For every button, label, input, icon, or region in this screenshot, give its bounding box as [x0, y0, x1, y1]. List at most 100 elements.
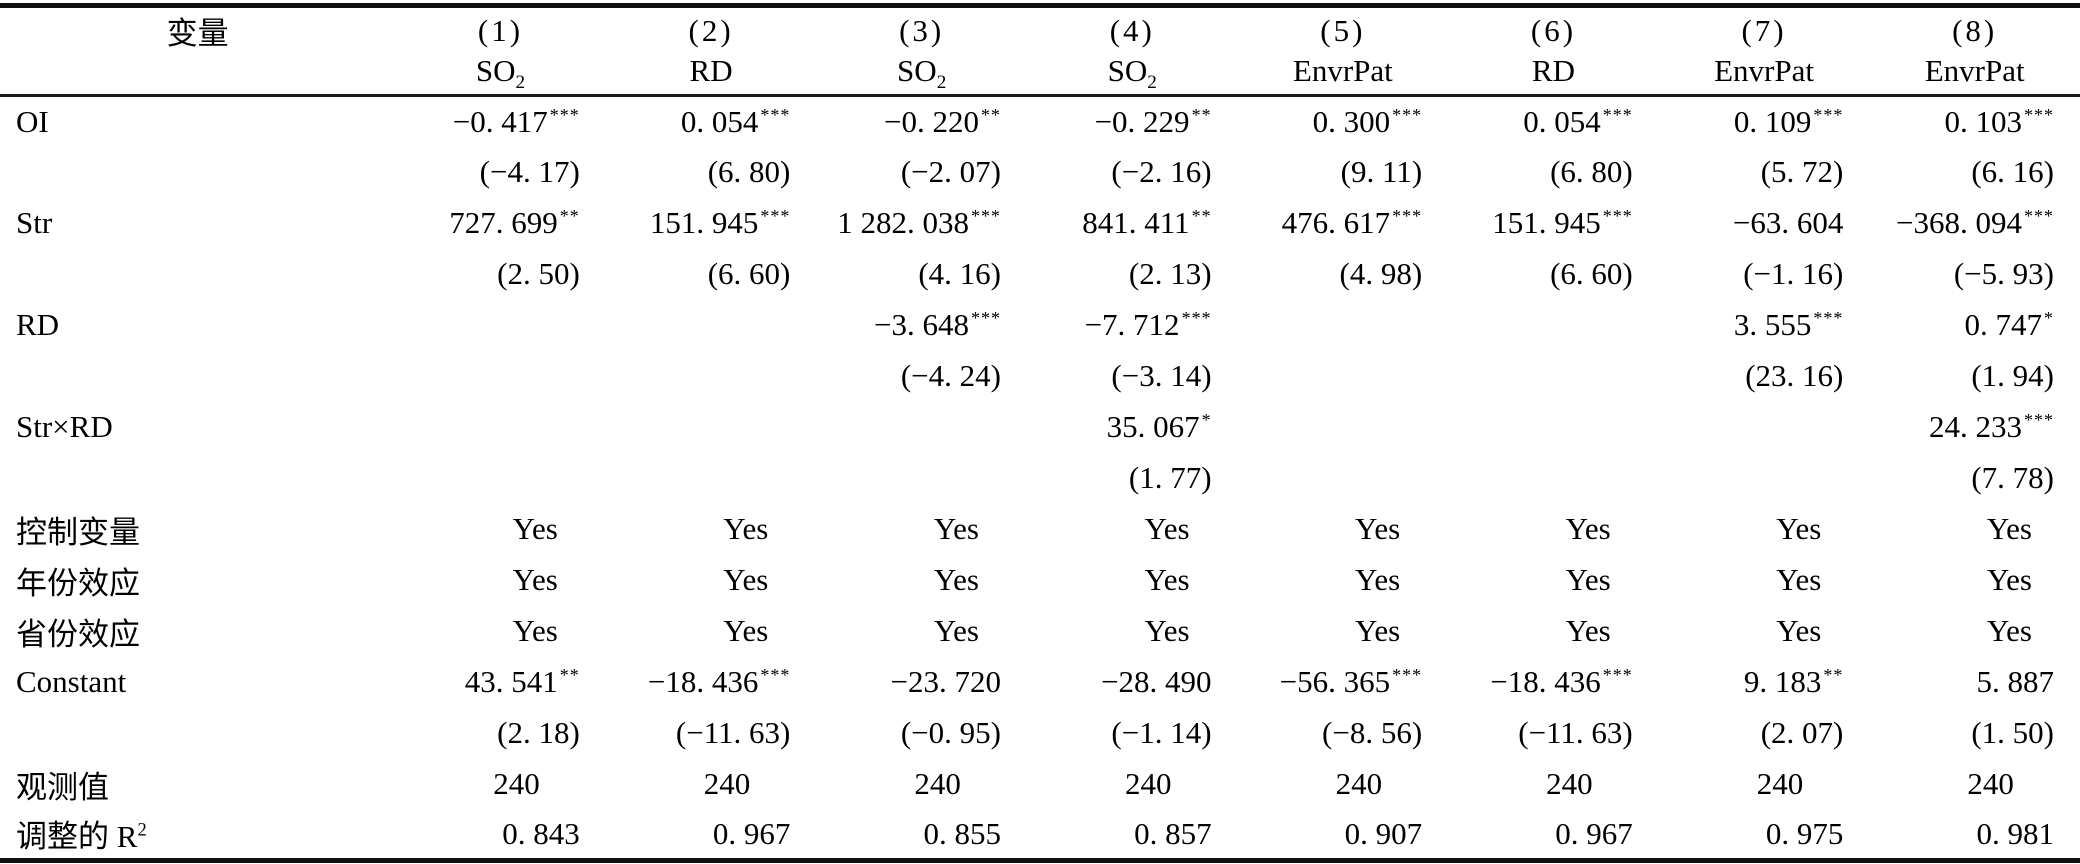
row-label	[0, 453, 395, 504]
data-cell: Yes	[606, 606, 817, 657]
cell-value: 0. 981	[1976, 815, 2055, 851]
data-cell: 727. 699 **	[395, 198, 606, 249]
table-row: 观测值 240 240 240 240 240 240 240 240	[0, 759, 2080, 810]
header-col-4-num: (4)	[1109, 12, 1155, 48]
significance-stars: ***	[2024, 205, 2054, 226]
row-label-text: Str×RD	[16, 409, 113, 445]
cell-value: Yes	[1355, 613, 1401, 649]
data-cell: (1. 50)	[1869, 708, 2080, 759]
table-header: 变量 (1) (2) (3) (4) (5) (6) (7) (8) SO2 R…	[0, 6, 2080, 98]
data-cell: 0. 747 *	[1869, 300, 2080, 351]
cell-value: (−2. 16)	[1111, 154, 1212, 190]
cell-value: −0. 220	[883, 103, 979, 139]
data-cell: 5. 887	[1869, 657, 2080, 708]
cell-value: Yes	[1776, 613, 1822, 649]
cell-value: Yes	[1565, 562, 1611, 598]
cell-value: 0. 857	[1134, 815, 1212, 851]
row-label: 观测值	[0, 759, 395, 810]
data-cell: 240	[1448, 759, 1659, 810]
table-row: Str 727. 699 ** 151. 945 *** 1 282. 038 *** 841…	[0, 198, 2080, 249]
data-cell: 0. 967	[1448, 810, 1659, 861]
cell-value: (5. 72)	[1760, 154, 1844, 190]
data-cell: (−8. 56)	[1238, 708, 1449, 759]
cell-value: 240	[1546, 766, 1593, 802]
cell-value: 0. 967	[712, 815, 791, 851]
significance-stars: **	[980, 104, 1001, 125]
data-cell: Yes	[1869, 555, 2080, 606]
data-cell: (6. 80)	[1448, 147, 1659, 198]
data-cell: (9. 11)	[1238, 147, 1449, 198]
cell-value: Yes	[1144, 562, 1190, 598]
data-cell: 0. 843	[395, 810, 606, 861]
cell-value: (−11. 63)	[1518, 715, 1633, 751]
data-cell: (4. 16)	[816, 249, 1027, 300]
table-row: (−4. 24) (−3. 14) (23. 16) (1. 94)	[0, 351, 2080, 402]
header-col-2-depvar: RD	[605, 53, 817, 98]
significance-stars: ***	[970, 307, 1001, 328]
data-cell: −0. 417 ***	[395, 96, 606, 147]
significance-stars: ***	[1392, 205, 1423, 226]
data-cell: 240	[606, 759, 817, 810]
data-cell: −18. 436 ***	[606, 657, 817, 708]
cell-value: Yes	[1986, 613, 2032, 649]
cell-value: 0. 843	[502, 815, 580, 851]
data-cell: Yes	[1869, 504, 2080, 555]
row-label-text: 观测值	[16, 769, 109, 805]
data-cell: 151. 945 ***	[1448, 198, 1659, 249]
data-cell: (−4. 24)	[816, 351, 1027, 402]
table-row: RD −3. 648 *** −7. 712 *** 3. 555 *** 0. 747 *	[0, 300, 2080, 351]
data-cell: (−3. 14)	[1027, 351, 1238, 402]
cell-value: (9. 11)	[1340, 154, 1423, 190]
cell-value: 151. 945	[649, 205, 759, 241]
header-col-8-num: (8)	[1952, 12, 1998, 48]
table-row: 调整的 R2 0. 843 0. 967 0. 855 0. 857 0. 907 0. 9…	[0, 810, 2080, 861]
table-row: (2. 50) (6. 60) (4. 16) (2. 13) (4. 98) (6. 6…	[0, 249, 2080, 300]
depvar-text: SO	[475, 53, 516, 88]
data-cell: Yes	[1659, 555, 1870, 606]
cell-value: −28. 490	[1101, 664, 1212, 700]
cell-value: 240	[914, 766, 961, 802]
header-col-6-depvar: RD	[1448, 53, 1659, 98]
cell-value: Yes	[1565, 511, 1611, 547]
significance-stars: ***	[1602, 104, 1633, 125]
cell-value: 5. 887	[1976, 664, 2055, 700]
data-cell: Yes	[1659, 504, 1870, 555]
cell-value: Yes	[512, 562, 558, 598]
cell-value: 0. 747	[1964, 307, 2043, 343]
significance-stars: ***	[1813, 307, 1844, 328]
significance-stars: ***	[1181, 307, 1212, 328]
data-cell: (4. 98)	[1238, 249, 1449, 300]
cell-value: Yes	[1355, 511, 1401, 547]
row-label: 调整的 R2	[0, 810, 395, 861]
data-cell: 240	[816, 759, 1027, 810]
header-row-numbers: 变量 (1) (2) (3) (4) (5) (6) (7) (8)	[0, 6, 2080, 54]
data-cell: −56. 365 ***	[1238, 657, 1449, 708]
data-cell: 0. 975	[1659, 810, 1870, 861]
cell-value: (−4. 17)	[479, 154, 580, 190]
data-cell: −18. 436 ***	[1448, 657, 1659, 708]
row-label-text: 控制变量	[16, 514, 140, 550]
data-cell: 151. 945 ***	[606, 198, 817, 249]
header-col-4-depvar: SO2	[1026, 53, 1238, 98]
data-cell	[395, 402, 606, 453]
table-row: Str×RD 35. 067 * 24. 233 ***	[0, 402, 2080, 453]
data-cell: −28. 490	[1027, 657, 1238, 708]
cell-value: −0. 229	[1094, 103, 1190, 139]
cell-value: (6. 80)	[1550, 154, 1633, 190]
cell-value: Yes	[1144, 613, 1190, 649]
data-cell	[395, 453, 606, 504]
data-cell: 240	[395, 759, 606, 810]
table-row: 年份效应 Yes Yes Yes Yes Yes Yes Yes Yes	[0, 555, 2080, 606]
header-col-2-num: (2)	[688, 12, 734, 48]
row-label: 年份效应	[0, 555, 395, 606]
data-cell: (6. 80)	[606, 147, 817, 198]
data-cell: −368. 094 ***	[1869, 198, 2080, 249]
cell-value: Yes	[512, 511, 558, 547]
data-cell: 35. 067 *	[1027, 402, 1238, 453]
data-cell: (−2. 07)	[816, 147, 1027, 198]
data-cell: (−4. 17)	[395, 147, 606, 198]
table-row: Constant 43. 541 ** −18. 436 *** −23. 720 −28.…	[0, 657, 2080, 708]
cell-value: Yes	[1986, 562, 2032, 598]
cell-value: (−2. 07)	[900, 154, 1001, 190]
header-col-7-depvar: EnvrPat	[1658, 53, 1870, 98]
